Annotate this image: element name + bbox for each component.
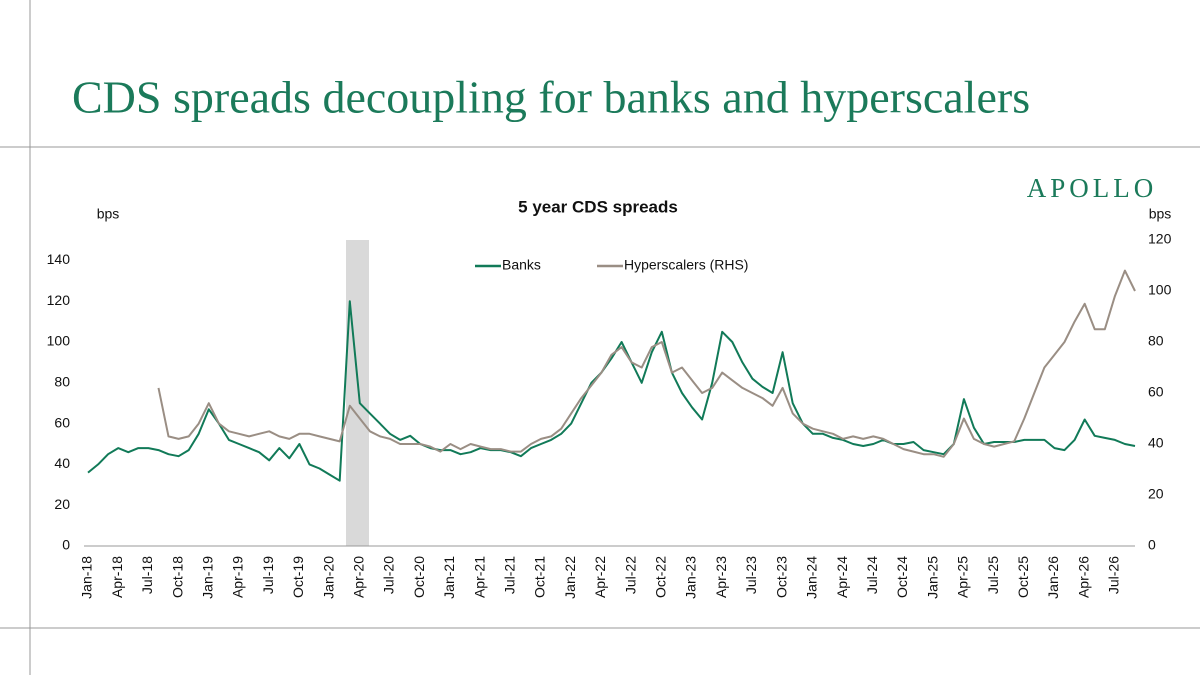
y2-tick-label: 20 <box>1148 486 1164 502</box>
x-tick-label: Oct-22 <box>653 556 669 598</box>
legend-label: Hyperscalers (RHS) <box>624 257 748 273</box>
x-tick-label: Apr-20 <box>351 556 367 598</box>
x-tick-label: Jul-22 <box>622 556 638 594</box>
x-tick-label: Jul-21 <box>502 556 518 594</box>
x-tick-label: Jul-20 <box>381 556 397 594</box>
y-tick-label: 0 <box>62 537 70 553</box>
x-tick-label: Jan-23 <box>683 556 699 599</box>
legend-label: Banks <box>502 257 541 273</box>
y2-tick-label: 120 <box>1148 231 1172 247</box>
x-tick-label: Jul-25 <box>985 556 1001 594</box>
x-tick-label: Jul-23 <box>743 556 759 594</box>
x-tick-label: Jan-21 <box>441 556 457 599</box>
x-tick-label: Apr-26 <box>1075 556 1091 598</box>
slide-title: CDS spreads decoupling for banks and hyp… <box>72 72 1030 123</box>
x-tick-label: Apr-18 <box>109 556 125 598</box>
x-tick-label: Oct-20 <box>411 556 427 598</box>
x-tick-label: Jan-22 <box>562 556 578 599</box>
x-tick-label: Apr-19 <box>230 556 246 598</box>
y-tick-label: 60 <box>54 414 70 430</box>
x-tick-label: Apr-22 <box>592 556 608 598</box>
x-tick-label: Apr-24 <box>834 556 850 598</box>
y-tick-label: 120 <box>47 292 71 308</box>
x-tick-label: Jul-18 <box>139 556 155 594</box>
x-tick-label: Oct-25 <box>1015 556 1031 598</box>
x-tick-label: Jan-24 <box>804 556 820 599</box>
series-line <box>157 269 1136 458</box>
x-tick-label: Apr-21 <box>471 556 487 598</box>
y-tick-label: 140 <box>47 251 71 267</box>
y2-tick-label: 0 <box>1148 537 1156 553</box>
series-line <box>87 300 1136 482</box>
x-tick-label: Oct-23 <box>773 556 789 598</box>
y-tick-label: 100 <box>47 333 71 349</box>
x-tick-label: Oct-24 <box>894 556 910 598</box>
y2-tick-label: 60 <box>1148 384 1164 400</box>
y-tick-label: 20 <box>54 496 70 512</box>
x-tick-label: Jan-25 <box>924 556 940 599</box>
x-tick-label: Jul-26 <box>1106 556 1122 594</box>
x-tick-label: Jan-18 <box>79 556 95 599</box>
y2-tick-label: 40 <box>1148 435 1164 451</box>
x-tick-label: Jan-20 <box>320 556 336 599</box>
x-tick-label: Oct-19 <box>290 556 306 598</box>
x-tick-label: Oct-21 <box>532 556 548 598</box>
chart-title: 5 year CDS spreads <box>518 197 678 216</box>
x-tick-label: Apr-25 <box>955 556 971 598</box>
logo: APOLLO <box>1027 173 1158 203</box>
x-tick-label: Jan-19 <box>200 556 216 599</box>
x-tick-label: Jul-24 <box>864 556 880 594</box>
y2-tick-label: 80 <box>1148 333 1164 349</box>
y-tick-label: 40 <box>54 455 70 471</box>
y-tick-label: 80 <box>54 374 70 390</box>
recession-shading <box>346 240 369 546</box>
x-tick-label: Jan-26 <box>1045 556 1061 599</box>
x-tick-label: Jul-19 <box>260 556 276 594</box>
y-axis-label: bps <box>97 206 120 222</box>
x-tick-label: Apr-23 <box>713 556 729 598</box>
y2-axis-label: bps <box>1149 206 1172 222</box>
y2-tick-label: 100 <box>1148 282 1172 298</box>
x-tick-label: Oct-18 <box>169 556 185 598</box>
